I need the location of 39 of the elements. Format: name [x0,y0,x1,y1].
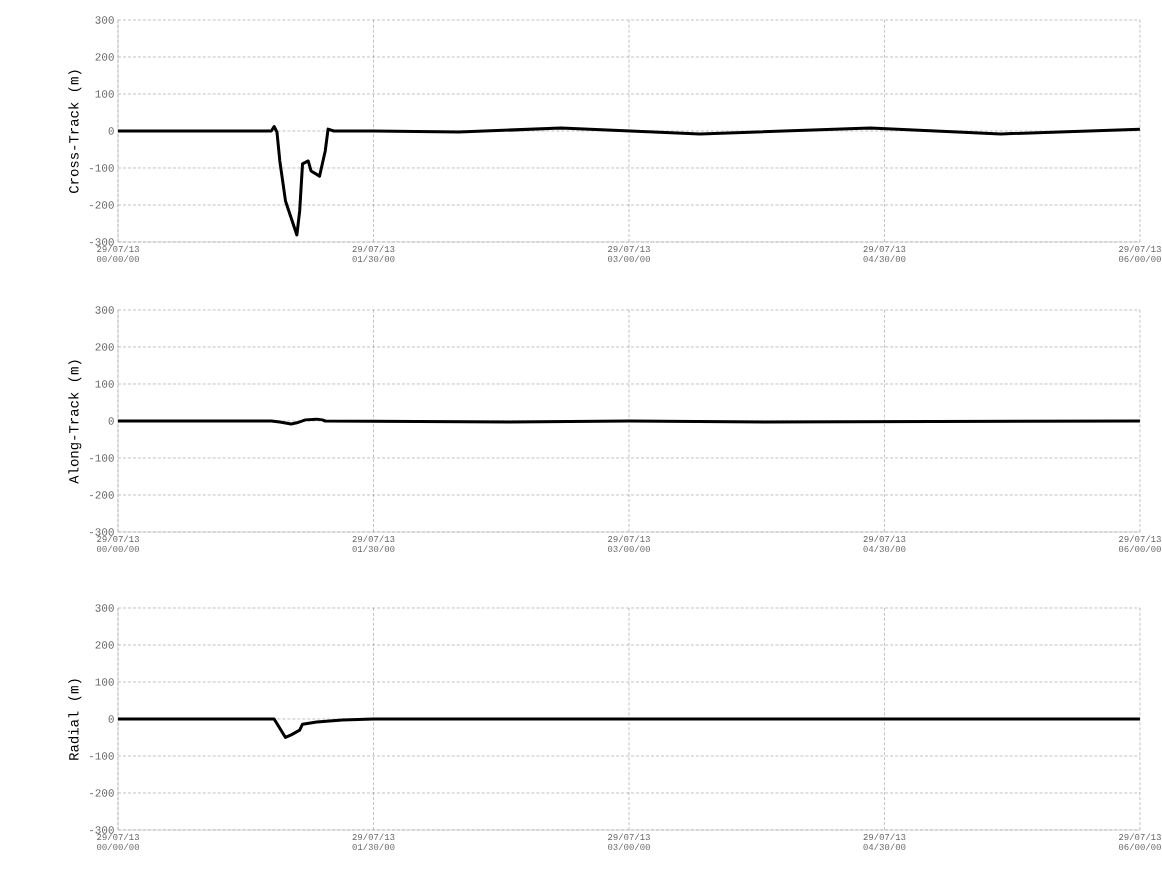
x-tick-label: 29/07/13 01/30/00 [352,245,395,263]
y-tick-label: 200 [95,343,114,351]
x-tick-label: 29/07/13 01/30/00 [352,833,395,851]
y-axis-title: Radial (m) [68,679,82,760]
x-tick-label: 29/07/13 04/30/00 [863,535,906,553]
y-tick-label: 0 [108,715,114,723]
x-tick-label: 29/07/13 06/00/00 [1118,245,1161,263]
y-tick-label: 200 [95,641,114,649]
y-tick-label: -300 [89,238,114,246]
x-tick-label: 29/07/13 00/00/00 [97,535,139,553]
x-tick-label: 29/07/13 00/00/00 [97,833,139,851]
y-tick-label: -200 [89,789,114,797]
x-tick-label: 29/07/13 03/00/00 [608,245,650,263]
x-tick-label: 29/07/13 01/30/00 [352,535,395,553]
x-tick-label: 29/07/13 06/00/00 [1118,833,1161,851]
y-tick-label: 200 [95,53,114,61]
y-tick-label: 300 [95,16,114,24]
x-tick-label: 29/07/13 06/00/00 [1118,535,1161,553]
y-tick-label: -100 [89,454,114,462]
y-tick-label: 100 [95,380,114,388]
y-tick-label: -300 [89,826,114,834]
y-tick-label: -300 [89,528,114,536]
y-tick-label: 100 [95,90,114,98]
y-tick-label: 300 [95,306,114,314]
x-tick-label: 29/07/13 00/00/00 [97,245,139,263]
y-axis-title: Along-Track (m) [68,360,82,484]
x-tick-label: 29/07/13 03/00/00 [608,535,650,553]
y-tick-label: -100 [89,164,114,172]
x-tick-label: 29/07/13 04/30/00 [863,833,906,851]
x-tick-label: 29/07/13 04/30/00 [863,245,906,263]
y-tick-label: -100 [89,752,114,760]
y-tick-label: 300 [95,604,114,612]
y-tick-label: 0 [108,417,114,425]
y-tick-label: 100 [95,678,114,686]
y-axis-title: Cross-Track (m) [68,70,82,193]
y-tick-label: -200 [89,491,114,499]
y-tick-label: 0 [108,127,114,135]
x-tick-label: 29/07/13 03/00/00 [608,833,650,851]
y-tick-label: -200 [89,201,114,209]
